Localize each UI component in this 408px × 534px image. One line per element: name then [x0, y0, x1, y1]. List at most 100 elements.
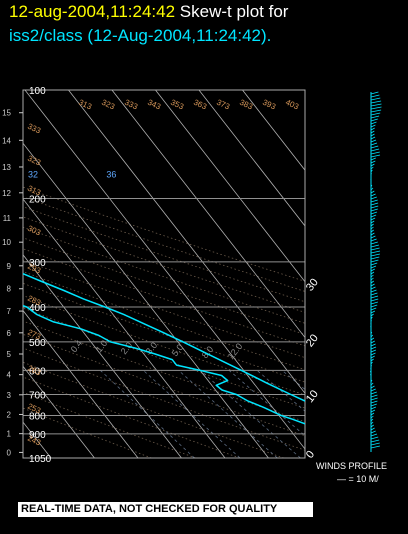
isotherm-label-right: 10 [304, 388, 321, 405]
wind-barb [370, 346, 377, 350]
pressure-tick-label: 200 [29, 194, 46, 205]
height-tick-label: 15 [2, 109, 11, 118]
wind-barb [370, 436, 379, 440]
dry-adiabat [23, 361, 285, 458]
wind-barb [370, 337, 375, 341]
wind-barb [370, 382, 374, 386]
wind-barb [370, 151, 380, 155]
wind-barb [370, 406, 377, 410]
height-tick-label: 12 [2, 189, 11, 198]
pressure-tick-label: 800 [29, 411, 46, 422]
wind-barb [370, 289, 377, 293]
traces-layer [23, 272, 305, 425]
wind-barb [370, 235, 376, 239]
wind-barb [370, 307, 377, 311]
wind-barb [370, 187, 374, 191]
chart-subtitle: iss2/class (12-Aug-2004,11:24:42). [9, 26, 272, 45]
wind-barb [370, 442, 380, 446]
wind-barb [370, 358, 374, 362]
dry-adiabat-label: 333 [123, 98, 139, 112]
isotherm-line [68, 90, 305, 394]
dewpoint-trace [23, 304, 305, 425]
axis-labels: 1002003004005006007008009001050012345678… [2, 86, 321, 465]
wind-barb [370, 229, 374, 233]
wind-barb [370, 277, 374, 281]
wind-barb [370, 94, 380, 98]
wind-barb [370, 250, 381, 254]
pressure-tick-label: 700 [29, 391, 46, 402]
wind-barb [370, 397, 378, 401]
wind-barb [370, 430, 376, 434]
wind-barb [370, 196, 377, 200]
grid-layer [23, 90, 305, 458]
wind-barb [370, 334, 374, 338]
mixing-ratio-label: 36 [106, 170, 116, 180]
pressure-tick-label: 500 [29, 338, 46, 349]
wind-barb [370, 241, 378, 245]
wind-barb [370, 385, 375, 389]
wind-barb [370, 166, 374, 170]
height-tick-label: 5 [7, 350, 12, 359]
wind-barb [370, 421, 374, 425]
height-tick-label: 3 [7, 391, 12, 400]
dry-adiabat-label: 403 [284, 98, 300, 112]
isotherm-label-right: 20 [304, 332, 321, 349]
chart-title: 12-aug-2004,11:24:42 Skew-t plot for [9, 2, 288, 22]
wind-barb [370, 274, 374, 278]
wind-profile [370, 91, 382, 452]
wind-barb [370, 91, 379, 95]
dry-adiabat-label: 303 [26, 224, 42, 238]
wind-barb [370, 136, 376, 140]
wind-barb [370, 223, 374, 227]
mixing-ratio-line [281, 370, 305, 391]
wind-barb [370, 310, 376, 314]
mixing-ratio-lower-label: 0.4 [69, 338, 85, 354]
wind-barb [370, 220, 375, 224]
wind-barb [370, 268, 375, 272]
title-suffix: Skew-t plot for [179, 2, 289, 21]
height-tick-label: 9 [7, 262, 12, 271]
dry-adiabat [23, 282, 305, 383]
winds-profile-label: WINDS PROFILE [316, 461, 388, 471]
wind-barb [370, 295, 379, 299]
wind-barb [370, 412, 375, 416]
dry-adiabat-label: 323 [100, 98, 116, 112]
pressure-tick-label: 400 [29, 303, 46, 314]
height-tick-label: 7 [7, 307, 12, 316]
isotherm-line [23, 365, 95, 458]
wind-barb [370, 148, 380, 152]
wind-barb [370, 217, 376, 221]
pressure-tick-label: 600 [29, 366, 46, 377]
wind-barb [370, 364, 372, 368]
wind-barb [370, 343, 376, 347]
wind-barb [370, 349, 377, 353]
wind-barb [370, 130, 375, 134]
wind-barb [370, 160, 376, 164]
wind-barb [370, 379, 373, 383]
wind-barb [370, 292, 378, 296]
wind-barb [370, 145, 379, 149]
wind-barb [370, 283, 375, 287]
wind-barb [370, 100, 382, 104]
wind-barb [370, 388, 376, 392]
wind-barb [370, 400, 378, 404]
wind-barb [370, 103, 382, 107]
height-tick-label: 4 [7, 371, 12, 380]
height-tick-label: 6 [7, 329, 12, 338]
height-tick-label: 10 [2, 238, 11, 247]
isotherm-label-right: 30 [304, 277, 321, 294]
wind-barb [370, 109, 382, 113]
wind-barb [370, 391, 377, 395]
wind-barb [370, 259, 379, 263]
dry-adiabat-label: 353 [169, 98, 185, 112]
pressure-tick-label: 300 [29, 258, 46, 269]
mixing-ratio-line [178, 370, 278, 458]
isotherm-line [23, 198, 226, 458]
wind-barb [370, 301, 379, 305]
dry-adiabat-label: 333 [26, 122, 42, 136]
wind-barb [370, 244, 379, 248]
isotherm-line [242, 90, 305, 171]
height-tick-label: 14 [2, 136, 11, 145]
height-tick-label: 2 [7, 410, 12, 419]
